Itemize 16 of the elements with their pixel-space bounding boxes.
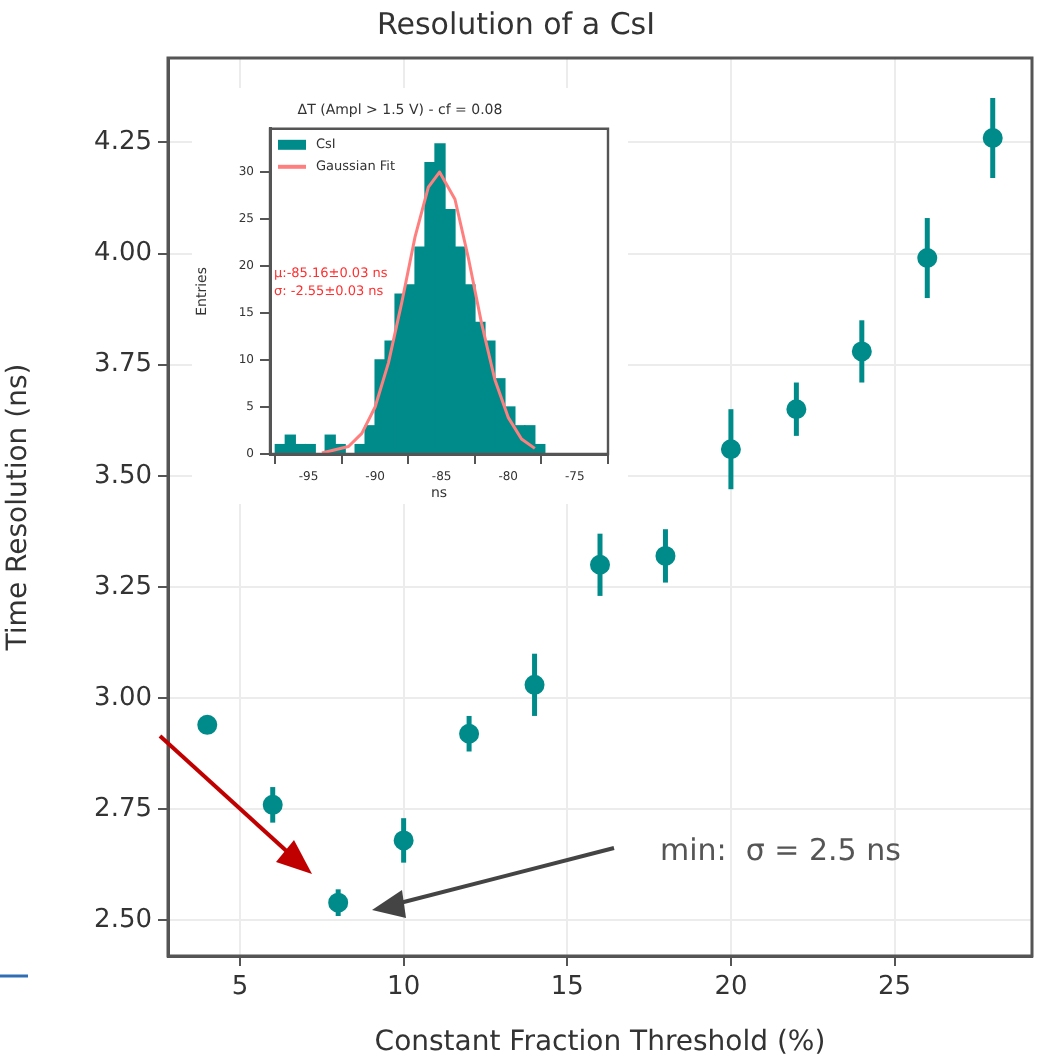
x-tick-label: 15 [550, 972, 584, 1003]
y-tick-label: 3.00 [94, 682, 152, 713]
x-tick-label: 25 [878, 972, 912, 1003]
y-tick-label: 3.50 [94, 460, 152, 491]
y-tick-label: 2.75 [94, 794, 152, 825]
x-tick-label: 20 [714, 972, 748, 1003]
y-tick-label: 3.25 [94, 571, 152, 602]
annotation: min: σ = 2.5 ns [660, 832, 902, 868]
y-tick-label: 4.00 [94, 238, 152, 269]
y-axis-title: Time Resolution (ns) [2, 363, 35, 653]
y-tick-label: 2.50 [94, 905, 152, 936]
y-tick-label: 3.75 [94, 349, 152, 380]
x-tick-label: 10 [387, 972, 421, 1003]
x-axis-title: Constant Fraction Threshold (%) [374, 1026, 826, 1059]
y-tick-label: 4.25 [94, 127, 152, 158]
chart-title: Resolution of a CsI [376, 5, 656, 42]
